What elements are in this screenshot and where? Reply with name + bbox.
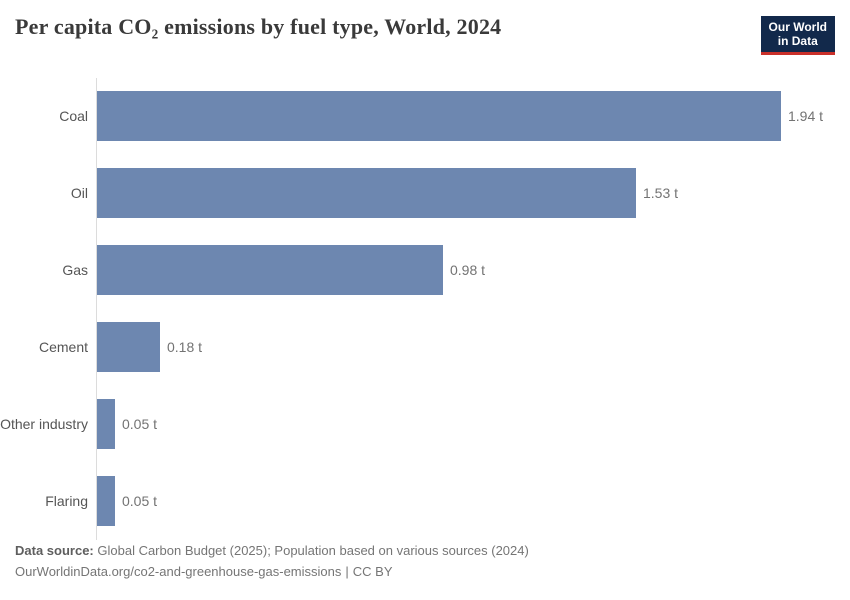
chart-footer: Data source: Global Carbon Budget (2025)… [15, 540, 835, 583]
category-label: Flaring [45, 493, 88, 510]
owid-logo-line1: Our World [768, 20, 827, 34]
bar-row: Coal 1.94 t [0, 77, 850, 155]
data-source-text: Global Carbon Budget (2025); Population … [97, 543, 529, 558]
bar-area: 1.53 t [96, 154, 850, 232]
category-label: Coal [59, 108, 88, 125]
bar-row: Oil 1.53 t [0, 154, 850, 232]
chart-title: Per capita CO₂ emissions by fuel type, W… [15, 14, 502, 39]
bar[interactable] [97, 476, 115, 527]
owid-logo[interactable]: Our World in Data [760, 16, 835, 55]
data-source-line: Data source: Global Carbon Budget (2025)… [15, 540, 835, 561]
bar-row: Other industry 0.05 t [0, 385, 850, 463]
bar-area: 0.98 t [96, 231, 850, 309]
owid-url-link[interactable]: OurWorldinData.org/co2-and-greenhouse-ga… [15, 564, 342, 580]
bar[interactable] [97, 399, 115, 450]
value-label: 1.53 t [643, 185, 679, 202]
bar-row: Cement 0.18 t [0, 308, 850, 386]
owid-logo-line2: in Data [777, 34, 818, 49]
value-label: 0.18 t [167, 339, 203, 356]
bar-area: 1.94 t [96, 77, 850, 155]
bar[interactable] [97, 322, 160, 373]
bar-chart: Coal 1.94 t Oil 1.53 t Gas 0.98 t Cement 0.18 t… [0, 77, 850, 540]
bar-area: 0.05 t [96, 462, 850, 540]
bar-row: Gas 0.98 t [0, 231, 850, 309]
value-label: 0.05 t [122, 416, 158, 433]
category-label: Oil [70, 185, 88, 202]
value-label: 1.94 t [788, 108, 824, 125]
citation-separator: | [345, 564, 349, 580]
category-label: Gas [62, 262, 88, 279]
chart-header: Per capita CO₂ emissions by fuel type, W… [0, 0, 850, 55]
bar-area: 0.05 t [96, 385, 850, 463]
data-source-label: Data source: [15, 543, 94, 558]
bar-row: Flaring 0.05 t [0, 462, 850, 540]
category-label: Other industry [0, 416, 88, 433]
value-label: 0.05 t [122, 493, 158, 510]
category-label: Cement [38, 339, 88, 356]
bar[interactable] [97, 168, 636, 219]
citation-line: OurWorldinData.org/co2-and-greenhouse-ga… [15, 561, 835, 582]
bar[interactable] [97, 91, 781, 142]
bar[interactable] [97, 245, 443, 296]
bar-area: 0.18 t [96, 308, 850, 386]
value-label: 0.98 t [450, 262, 486, 279]
license-label: CC BY [352, 564, 393, 580]
